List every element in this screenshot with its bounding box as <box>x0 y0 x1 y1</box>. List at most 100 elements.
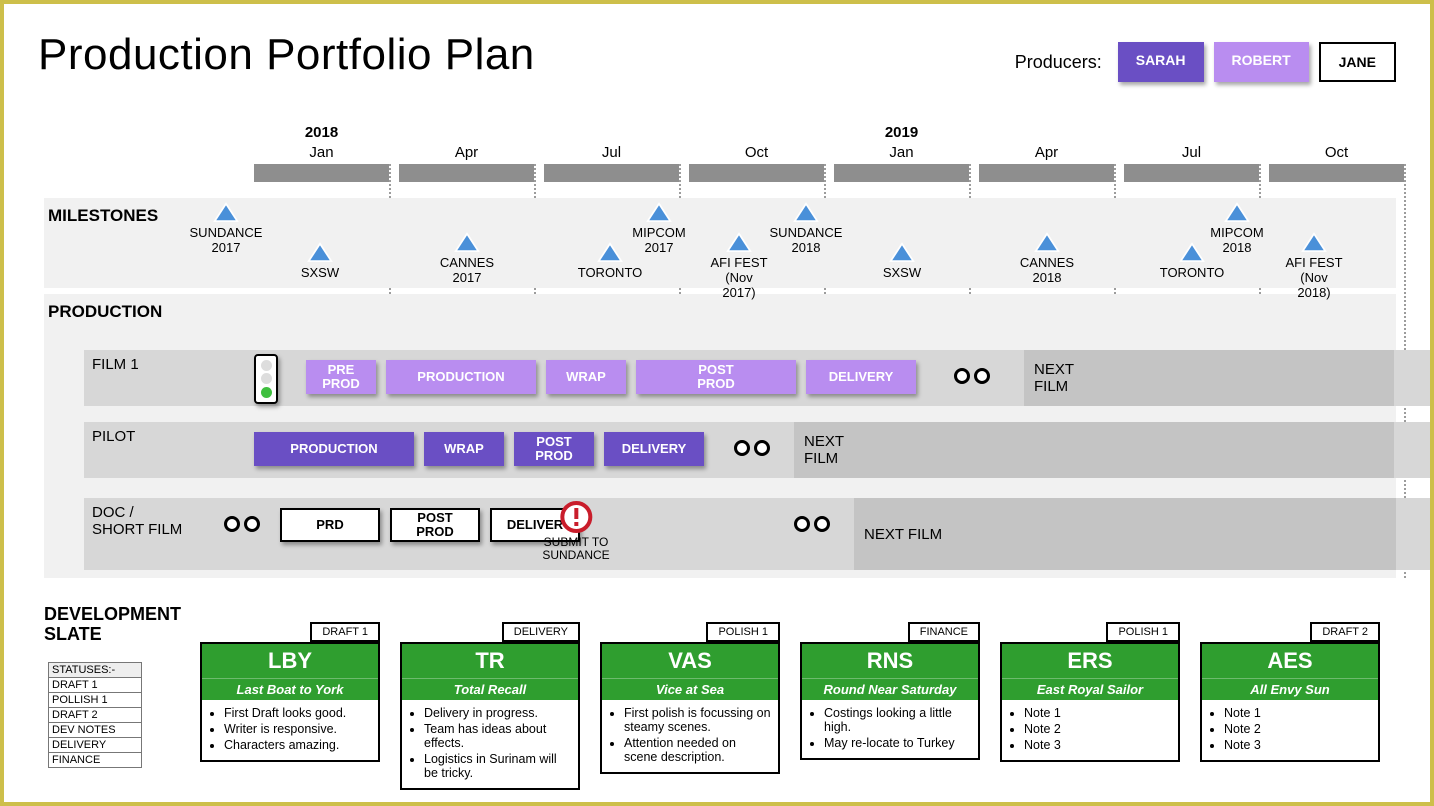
card-note: Logistics in Surinam will be tricky. <box>424 752 572 780</box>
traffic-light-icon <box>254 354 278 404</box>
stage-block[interactable]: WRAP <box>546 360 626 394</box>
card-notes: First Draft looks good. Writer is respons… <box>202 700 378 760</box>
stage-block[interactable]: POSTPROD <box>514 432 594 466</box>
next-film-bar: NEXTFILM <box>1024 350 1394 406</box>
card-note: First polish is focussing on steamy scen… <box>624 706 772 734</box>
card-name: Total Recall <box>402 678 578 700</box>
milestone-marker: SUNDANCE2018 <box>761 202 851 255</box>
quarter-label: Jul <box>602 144 621 161</box>
quarter-label: Oct <box>1325 144 1348 161</box>
quarter-block <box>834 164 969 182</box>
producers-row: Producers: SARAHROBERTJANE <box>1015 42 1396 82</box>
status-item: FINANCE <box>48 753 142 768</box>
producer-badge[interactable]: SARAH <box>1118 42 1204 82</box>
stage-block[interactable]: DELIVERY <box>806 360 916 394</box>
card-tag: DRAFT 1 <box>310 622 380 642</box>
card-note: Note 1 <box>1224 706 1372 720</box>
dev-card[interactable]: POLISH 1 VAS Vice at Sea First polish is… <box>600 642 780 774</box>
quarter-label: Oct <box>745 144 768 161</box>
warning-marker: SUBMIT TOSUNDANCE <box>542 500 609 562</box>
quarter-block <box>1124 164 1259 182</box>
stage-block[interactable]: PREPROD <box>306 360 376 394</box>
year-label: 2018 <box>305 124 338 141</box>
status-item: DRAFT 2 <box>48 708 142 723</box>
quarter-label: Jan <box>889 144 913 161</box>
dev-card[interactable]: DRAFT 1 LBY Last Boat to York First Draf… <box>200 642 380 762</box>
quarter-block <box>689 164 824 182</box>
link-circles-icon <box>954 368 990 384</box>
card-tag: DELIVERY <box>502 622 580 642</box>
card-note: May re-locate to Turkey <box>824 736 972 750</box>
status-item: DEV NOTES <box>48 723 142 738</box>
dev-card[interactable]: DRAFT 2 AES All Envy Sun Note 1Note 2Not… <box>1200 642 1380 762</box>
card-notes: Note 1Note 2Note 3 <box>1202 700 1378 760</box>
stage-block[interactable]: PRODUCTION <box>254 432 414 466</box>
card-notes: First polish is focussing on steamy scen… <box>602 700 778 772</box>
stage-block[interactable]: POSTPROD <box>636 360 796 394</box>
card-name: Round Near Saturday <box>802 678 978 700</box>
row-label: PILOT <box>92 428 135 445</box>
card-note: Characters amazing. <box>224 738 372 752</box>
year-label: 2019 <box>885 124 918 141</box>
card-name: East Royal Sailor <box>1002 678 1178 700</box>
quarter-block <box>399 164 534 182</box>
next-film-bar: NEXT FILM <box>854 498 1396 570</box>
dev-card[interactable]: DELIVERY TR Total Recall Delivery in pro… <box>400 642 580 790</box>
quarter-block <box>1269 164 1404 182</box>
quarter-label: Apr <box>1035 144 1058 161</box>
card-notes: Note 1 Note 2 Note 3 <box>1002 700 1178 760</box>
link-circles-icon <box>794 516 830 532</box>
card-tag: POLISH 1 <box>1106 622 1180 642</box>
card-code: VAS <box>602 644 778 678</box>
card-code: ERS <box>1002 644 1178 678</box>
milestone-marker: AFI FEST (Nov2018) <box>1269 232 1359 300</box>
status-item: DRAFT 1 <box>48 678 142 693</box>
dev-card[interactable]: FINANCE RNS Round Near Saturday Costings… <box>800 642 980 760</box>
quarter-label: Jul <box>1182 144 1201 161</box>
quarter-block <box>544 164 679 182</box>
milestone-marker: SXSW <box>275 242 365 280</box>
quarter-block <box>979 164 1114 182</box>
card-note: Costings looking a little high. <box>824 706 972 734</box>
producer-badge[interactable]: ROBERT <box>1214 42 1309 82</box>
card-note: Delivery in progress. <box>424 706 572 720</box>
stage-block[interactable]: DELIVERY <box>604 432 704 466</box>
milestone-marker: SUNDANCE2017 <box>181 202 271 255</box>
stage-block[interactable]: POSTPROD <box>390 508 480 542</box>
card-tag: FINANCE <box>908 622 980 642</box>
card-note: Team has ideas about effects. <box>424 722 572 750</box>
status-header: STATUSES:- <box>48 662 142 678</box>
card-code: TR <box>402 644 578 678</box>
link-circles-icon <box>734 440 770 456</box>
card-note: Note 2 <box>1024 722 1172 736</box>
quarter-label: Jan <box>309 144 333 161</box>
producer-badge[interactable]: JANE <box>1319 42 1396 82</box>
stage-block[interactable]: PRODUCTION <box>386 360 536 394</box>
milestone-marker: SXSW <box>857 242 947 280</box>
card-code: RNS <box>802 644 978 678</box>
stage-block[interactable]: WRAP <box>424 432 504 466</box>
stage-block[interactable]: PRD <box>280 508 380 542</box>
card-note: Writer is responsive. <box>224 722 372 736</box>
production-row: PILOT PRODUCTION WRAP POSTPROD DELIVERY NEXTF… <box>84 422 1430 478</box>
milestone-marker: MIPCOM2017 <box>614 202 704 255</box>
card-note: Note 1 <box>1024 706 1172 720</box>
milestone-marker: CANNES2017 <box>422 232 512 285</box>
producers-label: Producers: <box>1015 52 1102 73</box>
card-notes: Delivery in progress. Team has ideas abou… <box>402 700 578 788</box>
card-note: Note 3 <box>1024 738 1172 752</box>
next-film-bar: NEXTFILM <box>794 422 1394 478</box>
row-label: FILM 1 <box>92 356 139 373</box>
link-circles-icon <box>224 516 260 532</box>
card-code: AES <box>1202 644 1378 678</box>
page-title: Production Portfolio Plan <box>38 30 535 80</box>
card-name: Last Boat to York <box>202 678 378 700</box>
card-note: First Draft looks good. <box>224 706 372 720</box>
status-legend: STATUSES:-DRAFT 1POLLISH 1DRAFT 2DEV NOT… <box>48 662 142 768</box>
status-item: POLLISH 1 <box>48 693 142 708</box>
quarter-label: Apr <box>455 144 478 161</box>
card-note: Note 3 <box>1224 738 1372 752</box>
dev-card[interactable]: POLISH 1 ERS East Royal Sailor Note 1Not… <box>1000 642 1180 762</box>
card-name: Vice at Sea <box>602 678 778 700</box>
status-item: DELIVERY <box>48 738 142 753</box>
